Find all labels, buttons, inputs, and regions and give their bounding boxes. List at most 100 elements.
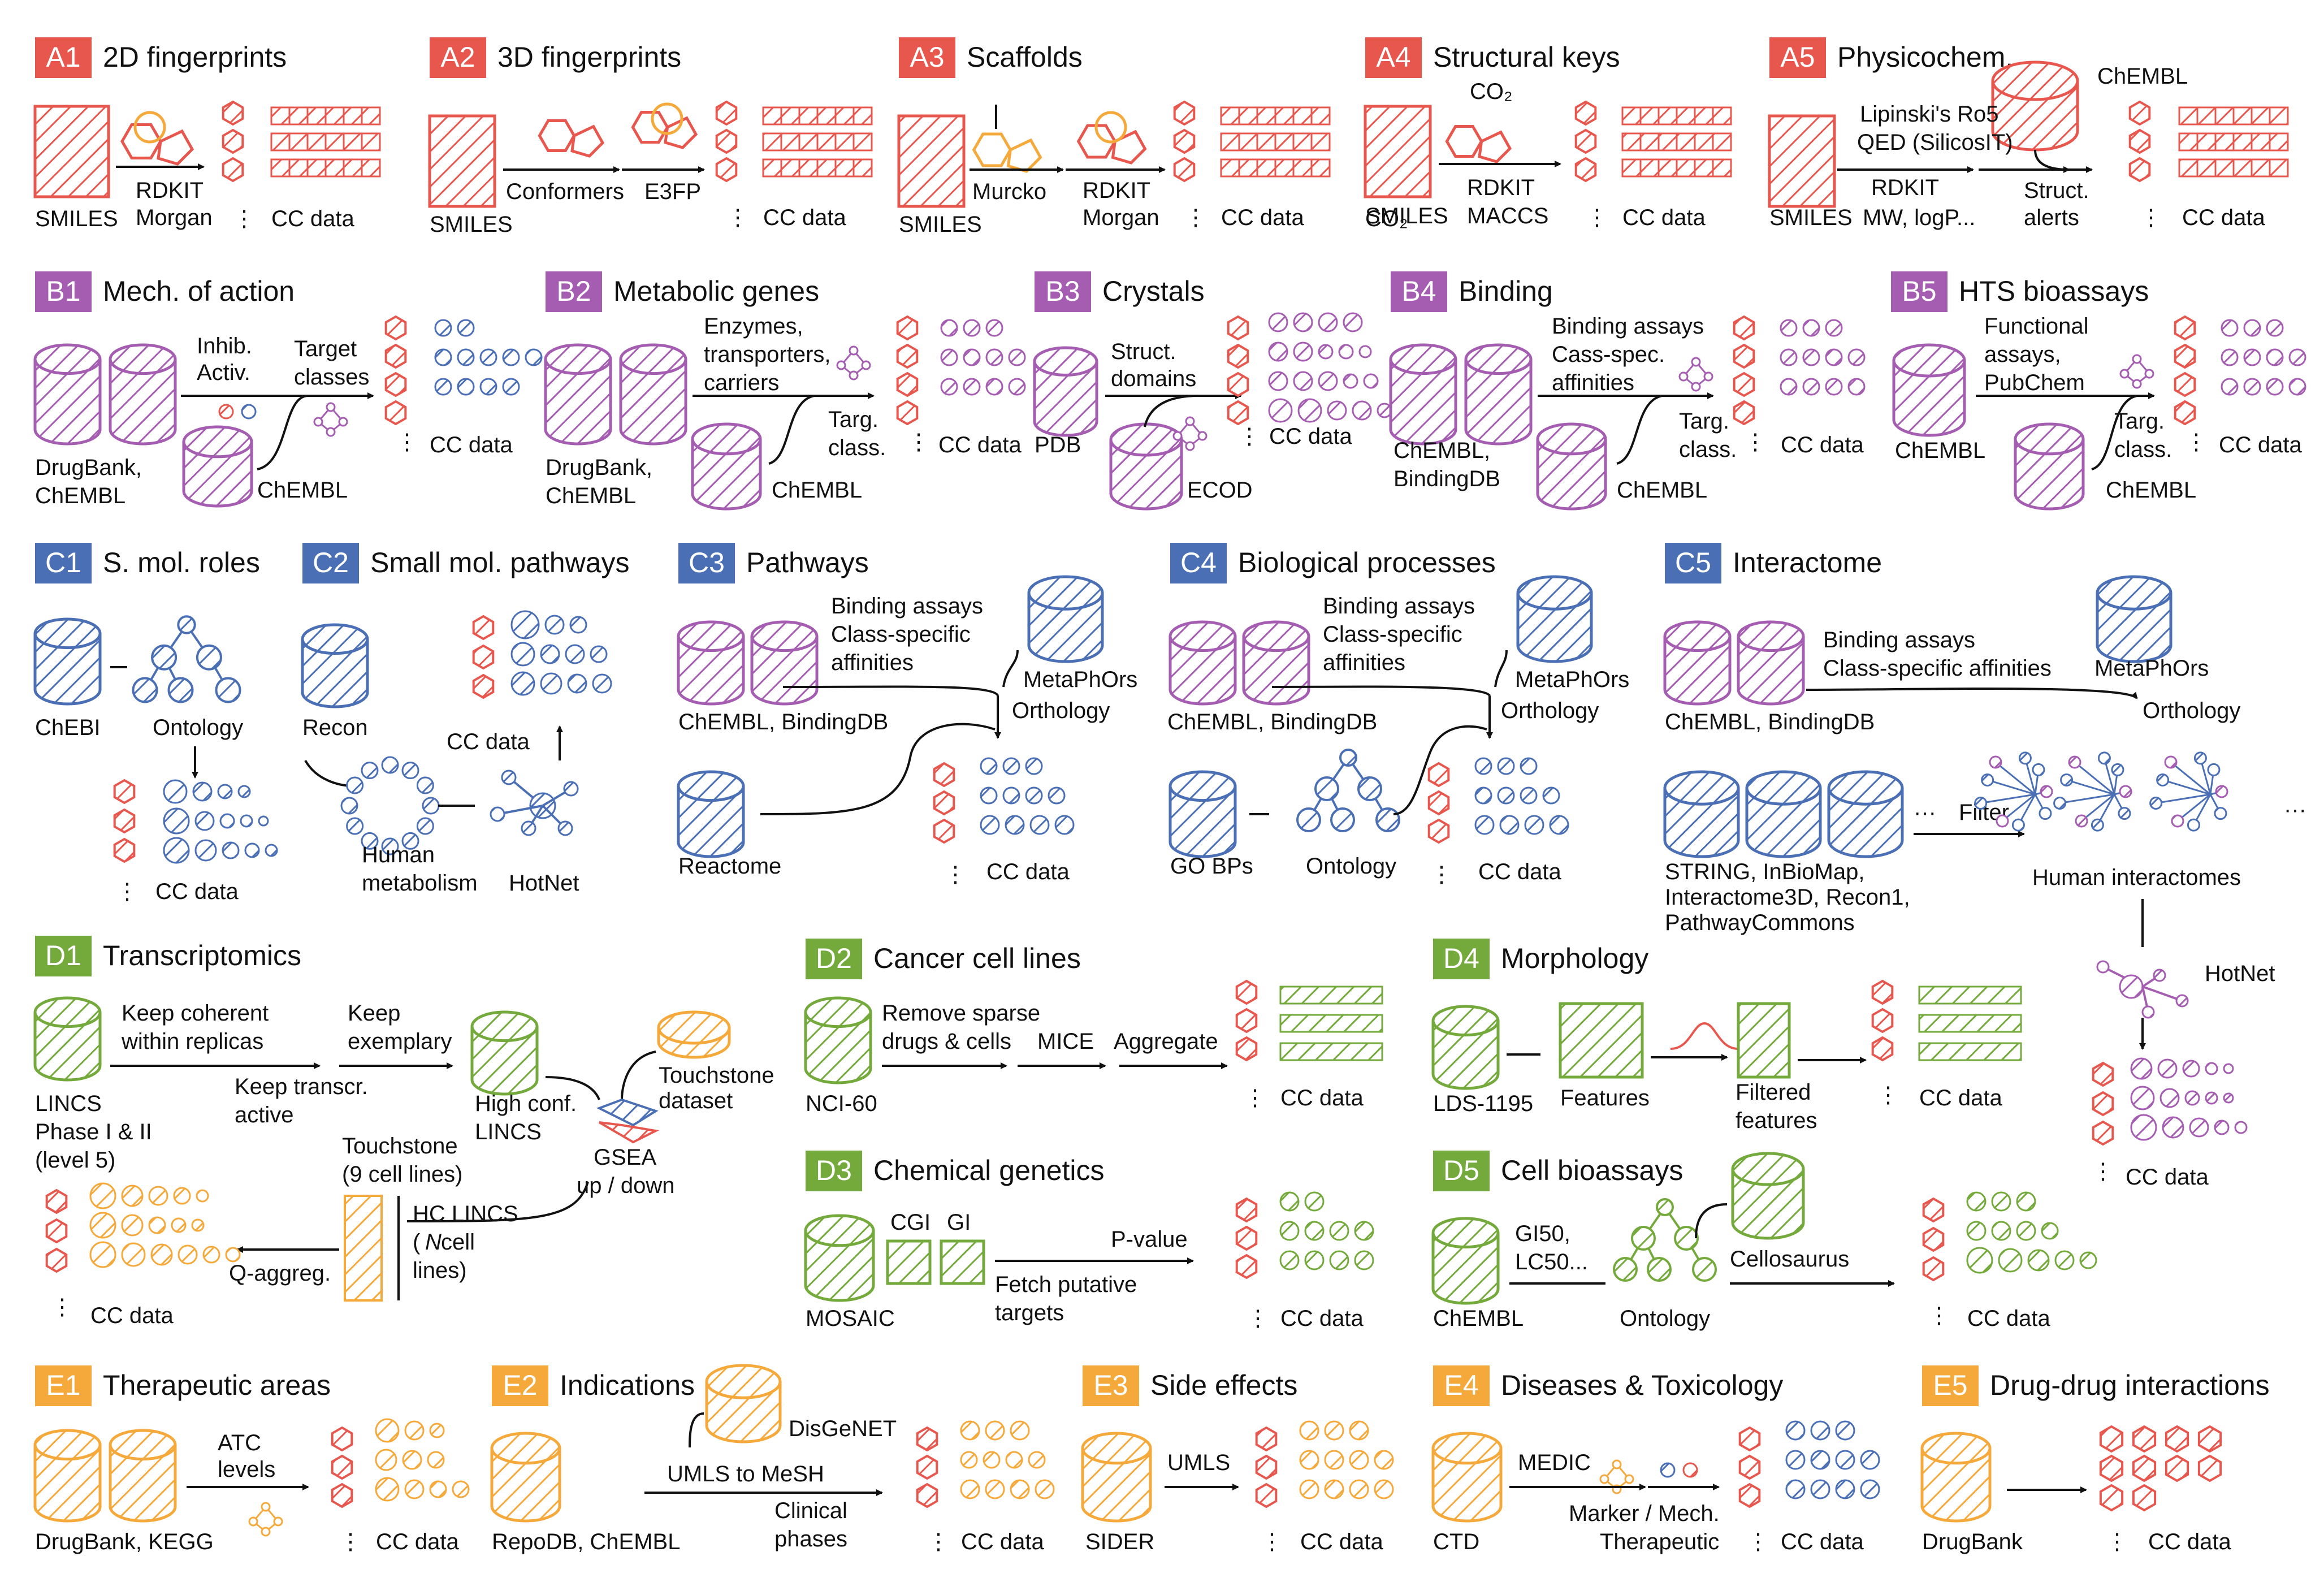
circle-feature-icon (1374, 1450, 1394, 1470)
hexagon-icon (1871, 1008, 1894, 1034)
panel-label: RepoDB, ChEMBL (492, 1529, 680, 1554)
fingerprint-bar-icon (1256, 132, 1276, 152)
fingerprint-bar-icon (324, 106, 345, 126)
circle-feature-icon (1008, 378, 1026, 396)
circle-feature-icon (1966, 1247, 1993, 1274)
fingerprint-bar-icon (852, 106, 873, 126)
panel-label: High conf. (475, 1091, 577, 1116)
fingerprint-bar-icon (343, 158, 363, 178)
circle-feature-icon (540, 644, 560, 664)
panel-label: Interactome3D, Recon1, (1665, 885, 1910, 910)
circle-feature-icon (1358, 345, 1372, 358)
hexagon-icon (1922, 1226, 1945, 1252)
panel-b2: B2 Metabolic genes DrugBank, ChEMBL Enzymes,… (544, 271, 1026, 511)
circle-feature-icon (479, 348, 497, 366)
panel-label: ⋮ (51, 1295, 73, 1320)
circle-feature-icon (1005, 815, 1025, 835)
hexagon-icon (1173, 100, 1196, 126)
hexagon-icon (45, 1188, 68, 1214)
database-icon (1827, 770, 1904, 858)
panel-badge-label: D2 (816, 943, 852, 974)
fingerprint-bar-icon (343, 106, 363, 126)
panel-title: Small mol. pathways (370, 547, 630, 578)
panel-badge-label: C5 (1675, 547, 1711, 578)
panel-label: ⋮ (1744, 430, 1767, 455)
fingerprint-bar-icon (1256, 158, 1276, 178)
flow-connector (406, 1181, 589, 1222)
hexagon-icon (1235, 1225, 1258, 1251)
panel-label: CC data (271, 206, 354, 231)
circle-feature-icon (427, 1451, 445, 1469)
circle-feature-icon (1268, 312, 1288, 332)
panel-label: Remove sparse (882, 1001, 1040, 1026)
fingerprint-bar-icon (2196, 132, 2217, 152)
panel-label: exemplary (348, 1029, 452, 1054)
panel-badge (1365, 37, 1422, 78)
circle-feature-icon (1847, 378, 1866, 396)
circle-feature-icon (1785, 1420, 1806, 1441)
circle-feature-icon (1318, 312, 1338, 332)
hatched-square-icon (344, 1195, 383, 1302)
hexagon-icon (933, 762, 955, 788)
panel-label: Targ. (828, 407, 878, 432)
flow-connector (782, 685, 999, 697)
flow-connector (768, 395, 815, 465)
gsea-down-icon (598, 1121, 660, 1144)
circle-feature-icon (191, 1218, 205, 1232)
hexagon-icon (1227, 343, 1249, 369)
fingerprint-bar-icon (1310, 106, 1331, 126)
panel-label: CC data (1280, 1086, 1364, 1110)
panel-badge (899, 37, 955, 78)
circle-feature-icon (963, 378, 981, 396)
circle-feature-icon (1299, 1479, 1319, 1499)
fingerprint-bar-icon (1621, 132, 1642, 152)
panel-label: ⋮ (1244, 1086, 1266, 1110)
circle-feature-icon (121, 1242, 146, 1267)
hexagon-icon (896, 315, 919, 341)
circle-feature-icon (479, 378, 497, 396)
circle-feature-icon (258, 815, 269, 827)
panel-label: ⋮ (1430, 862, 1453, 887)
panel-a5: A5 Physicochem. ChEMBL SMILES Lipinski's Ro5… (1768, 37, 2289, 230)
circle-feature-icon (1297, 398, 1322, 423)
panel-label: LDS-1195 (1433, 1091, 1533, 1116)
circle-feature-icon (1343, 373, 1358, 389)
circle-feature-icon (192, 781, 213, 802)
circle-feature-icon (404, 1479, 425, 1499)
circle-feature-icon (525, 348, 543, 366)
panel-d1: D1 Transcriptomics LINCS Phase I & II (level… (33, 936, 774, 1328)
panel-label: NCI-60 (806, 1091, 877, 1116)
panel-label: CC data (155, 879, 239, 904)
database-icon (109, 343, 177, 446)
hexagon-icon (896, 400, 919, 426)
fingerprint-bar-icon (780, 132, 800, 152)
panel-title: Binding (1459, 275, 1553, 307)
molecule-icon (1076, 124, 1147, 165)
circle-feature-icon (1991, 1221, 2011, 1241)
panel-label: Features (1560, 1086, 1650, 1110)
panel-label: ChEMBL (546, 483, 636, 508)
database-icon (544, 343, 612, 446)
hatched-square-icon (1768, 114, 1836, 208)
fingerprint-bar-icon (1220, 106, 1240, 126)
database-icon (1431, 1432, 1503, 1523)
circle-feature-icon (1802, 319, 1820, 337)
database-icon (1663, 620, 1732, 706)
fingerprint-bar-icon (834, 158, 855, 178)
circle-feature-icon (1293, 342, 1313, 362)
panel-label: DrugBank, (546, 455, 652, 480)
panel-label: (9 cell lines) (342, 1162, 462, 1187)
fingerprint-bar-icon (2251, 158, 2271, 178)
circle-feature-icon (1010, 1479, 1030, 1499)
panel-e1: E1 Therapeutic areas DrugBank, KEGG ATCleve… (33, 1365, 470, 1554)
circle-feature-icon (1780, 348, 1798, 366)
panel-label: ⋮ (116, 879, 139, 904)
fingerprint-bar-icon (288, 132, 309, 152)
panel-label: CC data (938, 433, 1022, 457)
circle-feature-icon (510, 642, 535, 667)
panel-title: Biological processes (1238, 547, 1496, 578)
circle-feature-icon (434, 319, 452, 337)
panel-label: ⋮ (1877, 1083, 1899, 1108)
panel-title: Indications (560, 1369, 695, 1401)
hexagon-icon (1227, 371, 1249, 397)
